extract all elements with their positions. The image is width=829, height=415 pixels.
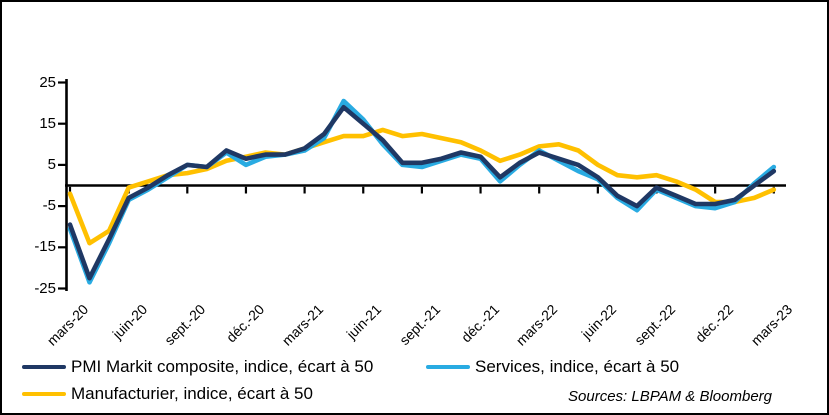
- sources-note: Sources: LBPAM & Bloomberg: [568, 388, 772, 405]
- legend-item-composite: PMI Markit composite, indice, écart à 50: [22, 355, 373, 379]
- y-axis-label: -15: [34, 238, 56, 256]
- legend-label-services: Services, indice, écart à 50: [475, 357, 680, 376]
- y-axis-label: -5: [42, 197, 56, 215]
- y-axis-label: -25: [34, 279, 56, 297]
- manufacturier-line: [67, 127, 777, 246]
- legend-item-services: Services, indice, écart à 50: [426, 355, 679, 379]
- legend-item-manufacturier: Manufacturier, indice, écart à 50: [22, 382, 313, 406]
- legend-swatch-composite-line: [22, 364, 66, 370]
- legend-label-composite: PMI Markit composite, indice, écart à 50: [71, 357, 374, 376]
- composite-line: [67, 104, 777, 281]
- y-axis-label: 25: [39, 73, 56, 91]
- legend-swatch-manufacturier-line: [22, 391, 66, 397]
- y-axis-label: 15: [39, 114, 56, 132]
- y-axis-label: 5: [47, 155, 56, 173]
- legend-label-manufacturier: Manufacturier, indice, écart à 50: [71, 384, 313, 403]
- legend-swatch-services-line: [426, 364, 470, 370]
